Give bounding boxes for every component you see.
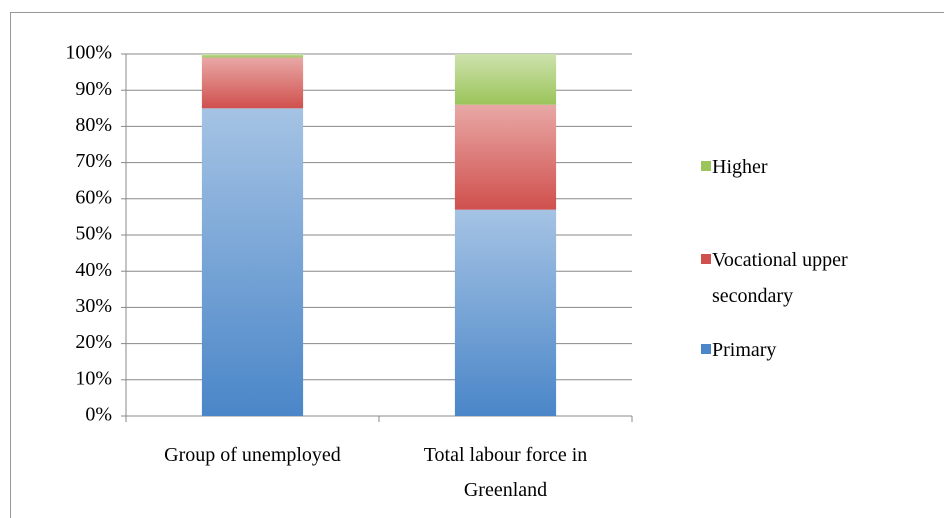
y-tick-label: 80% <box>75 114 112 136</box>
bar-segment <box>454 54 557 105</box>
legend-swatch <box>701 254 711 264</box>
y-tick-label: 30% <box>75 295 112 317</box>
y-tick-label: 60% <box>75 186 112 208</box>
bar-segment <box>454 209 557 416</box>
legend-entry: Primary <box>701 332 932 368</box>
y-tick-label: 40% <box>75 259 112 281</box>
y-tick-label: 90% <box>75 78 112 100</box>
y-tick-label: 20% <box>75 331 112 353</box>
legend-entry: Higher <box>701 149 932 185</box>
bar-segment <box>454 104 557 210</box>
x-tick-label: Group of unemployed <box>164 444 341 466</box>
x-tick-label: Total labour force in Greenland <box>423 444 588 501</box>
legend-entry: Vocational upper secondary <box>701 242 932 314</box>
y-tick-label: 50% <box>75 223 112 245</box>
bar-segment <box>201 54 304 58</box>
y-tick-label: 10% <box>75 367 112 389</box>
legend-swatch <box>701 344 711 354</box>
y-tick-label: 0% <box>85 404 112 426</box>
legend-swatch <box>701 161 711 171</box>
y-tick-label: 70% <box>75 150 112 172</box>
bar-segment <box>201 108 304 417</box>
bar-segment <box>201 57 304 109</box>
y-tick-label: 100% <box>65 42 112 64</box>
